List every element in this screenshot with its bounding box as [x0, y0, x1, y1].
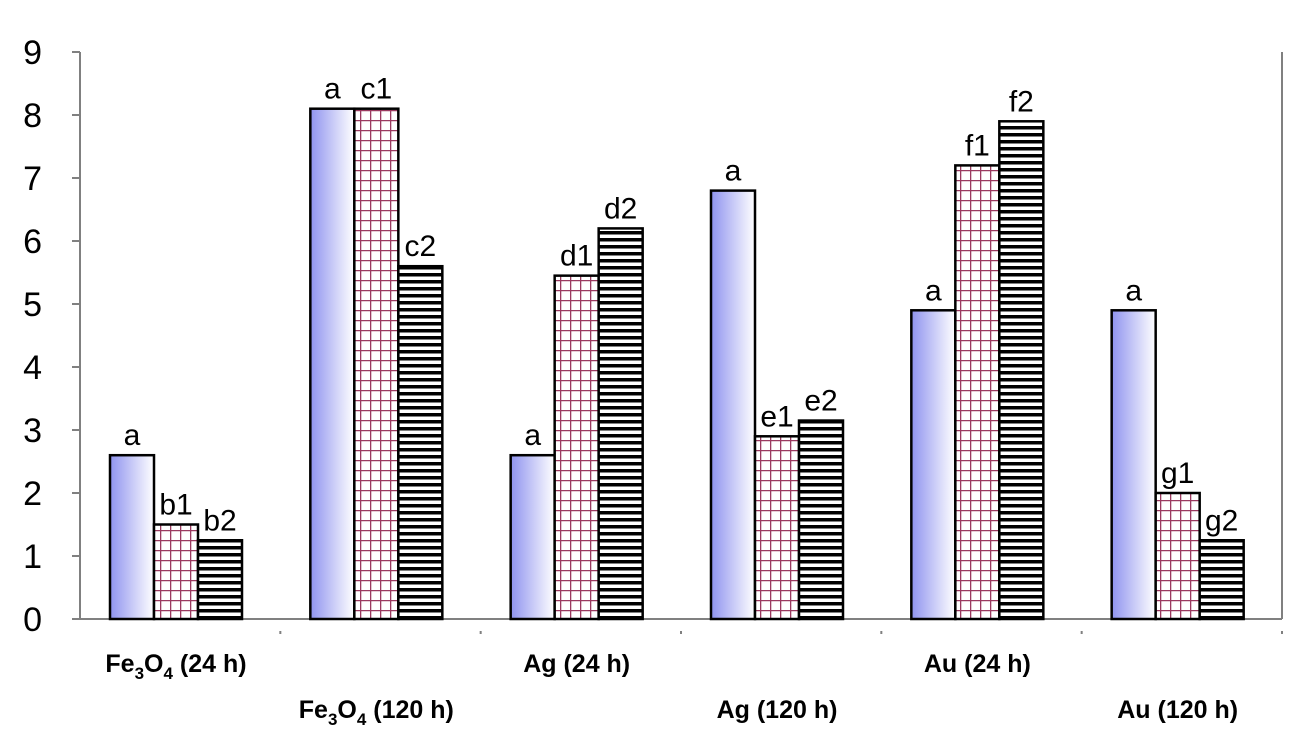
bar-data-label: a: [925, 274, 942, 307]
bar-data-label: f1: [965, 129, 990, 162]
bar-data-label: f2: [1009, 85, 1034, 118]
bar: [797, 419, 845, 621]
category-label: Fe3O4 (120 h): [299, 696, 454, 729]
bar-data-label: d1: [560, 240, 593, 273]
category-label: Ag (120 h): [717, 696, 838, 724]
bar: [509, 453, 556, 621]
labels: a b1 b2 Fe3O4 (24 h) a c1 c2 Fe3O4 (120 h) a d1 d2…: [105, 73, 1238, 729]
bar-data-label: e1: [760, 400, 793, 433]
y-tick-label: 4: [23, 349, 42, 387]
bar-data-label: a: [124, 419, 141, 452]
bar-data-label: c2: [404, 230, 436, 263]
bar-data-label: c1: [360, 73, 392, 106]
category-label: Ag (24 h): [523, 650, 630, 678]
bar: [597, 227, 644, 621]
bar-data-label: g2: [1205, 504, 1238, 537]
bar-data-label: a: [524, 419, 541, 452]
category-label: Fe3O4 (24 h): [105, 650, 246, 683]
bar: [753, 435, 801, 621]
y-tick-label: 2: [23, 475, 42, 513]
bar: [1110, 309, 1157, 621]
category-label: Au (24 h): [924, 650, 1031, 678]
axes: 0 1 2 3 4 5 6 7 8 9: [23, 34, 1283, 639]
bar-data-label: a: [324, 73, 341, 106]
bar: [108, 453, 156, 621]
bar: [1154, 491, 1201, 621]
bar: [397, 264, 444, 621]
bar: [553, 274, 600, 621]
category-label: Au (120 h): [1117, 696, 1238, 724]
bar-data-label: e2: [804, 385, 837, 418]
bars: [108, 107, 1245, 621]
bar-data-label: a: [725, 155, 742, 188]
bar: [998, 120, 1045, 621]
bar: [309, 107, 356, 621]
y-tick-label: 5: [23, 286, 42, 324]
y-tick-label: 3: [23, 412, 42, 450]
bar-data-label: a: [1125, 274, 1142, 307]
y-tick-label: 0: [23, 601, 42, 639]
bar-data-label: b2: [203, 504, 236, 537]
bar-data-label: g1: [1161, 457, 1194, 490]
y-tick-label: 8: [23, 97, 42, 135]
y-tick-label: 7: [23, 160, 42, 198]
bar: [1198, 539, 1245, 621]
bar: [910, 309, 957, 621]
bar: [152, 523, 200, 621]
bar-data-label: b1: [159, 489, 192, 522]
y-tick-label: 6: [23, 223, 42, 261]
bar: [954, 164, 1001, 621]
bar: [709, 189, 757, 621]
bar-data-label: d2: [604, 192, 637, 225]
y-tick-label: 1: [23, 538, 42, 576]
bar: [353, 107, 400, 621]
y-tick-label: 9: [23, 34, 42, 72]
bar: [196, 539, 244, 621]
